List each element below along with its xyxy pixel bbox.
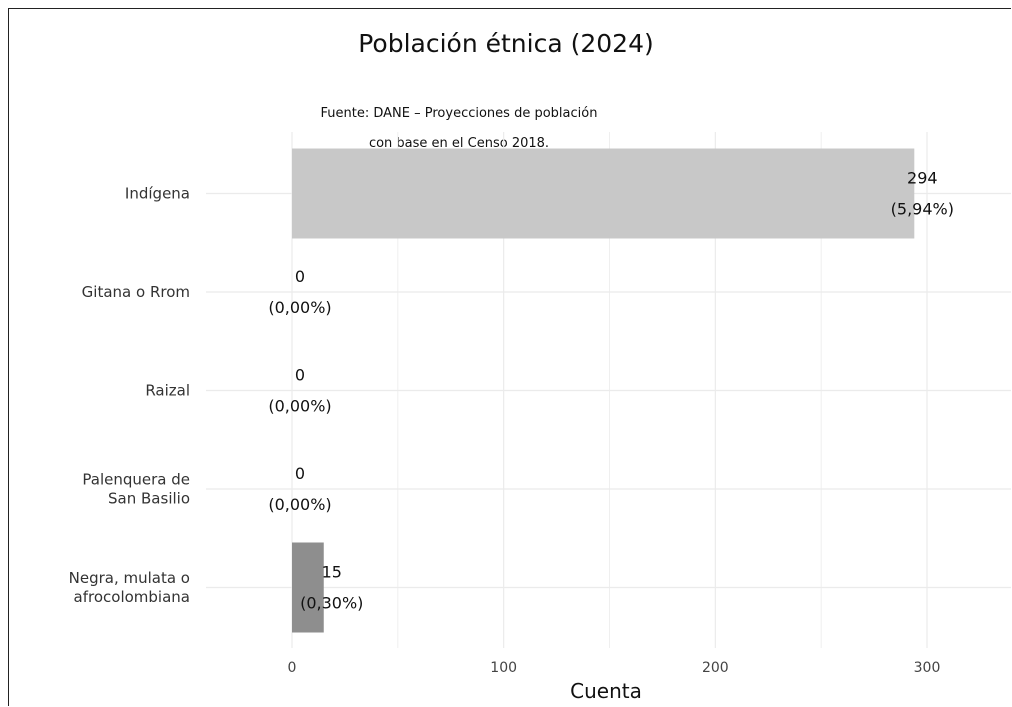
category-label: Gitana o Rrom — [82, 283, 190, 301]
category-label: Negra, mulata o — [69, 569, 190, 587]
category-label: afrocolombiana — [74, 588, 190, 606]
chart-frame — [8, 8, 1011, 706]
bar-4 — [292, 542, 324, 633]
data-label-value: 0 — [295, 366, 305, 385]
x-tick-label: 100 — [490, 660, 517, 676]
data-label-value: 0 — [295, 267, 305, 286]
category-labels: Indígena Gitana o Rrom Raizal Palenquera de… — [69, 185, 190, 607]
x-axis-title: Cuenta — [570, 679, 642, 703]
x-tick-label: 200 — [702, 660, 729, 676]
bar-0 — [292, 148, 915, 239]
data-label-value: 0 — [295, 464, 305, 483]
chart-subtitle-line-2: con base en el Censo 2018. — [368, 136, 550, 151]
chart-subtitle: Fuente: DANE – Proyecciones de población… — [0, 91, 1012, 166]
category-label: Raizal — [145, 382, 190, 400]
data-label-percent: (0,00%) — [268, 397, 331, 416]
data-labels: 294 (5,94%) 0 (0,00%) 0 (0,00%) 0 (0,00%) 15 (0,3… — [268, 169, 954, 613]
data-label-percent: (5,94%) — [891, 200, 954, 219]
data-label-value: 294 — [907, 169, 938, 188]
data-label-value: 15 — [322, 563, 342, 582]
x-tick-label: 0 — [288, 660, 297, 676]
category-label: San Basilio — [108, 490, 190, 508]
category-label: Indígena — [125, 185, 190, 203]
category-label: Palenquera de — [82, 471, 190, 489]
x-tick-label: 300 — [914, 660, 941, 676]
bars — [292, 148, 915, 633]
data-label-percent: (0,00%) — [268, 495, 331, 514]
chart-subtitle-line-1: Fuente: DANE – Proyecciones de población — [320, 106, 598, 121]
x-tick-labels: 0 100 200 300 — [288, 660, 941, 676]
data-label-percent: (0,00%) — [268, 298, 331, 317]
data-label-percent: (0,30%) — [300, 594, 363, 613]
chart-title: Población étnica (2024) — [358, 29, 654, 58]
